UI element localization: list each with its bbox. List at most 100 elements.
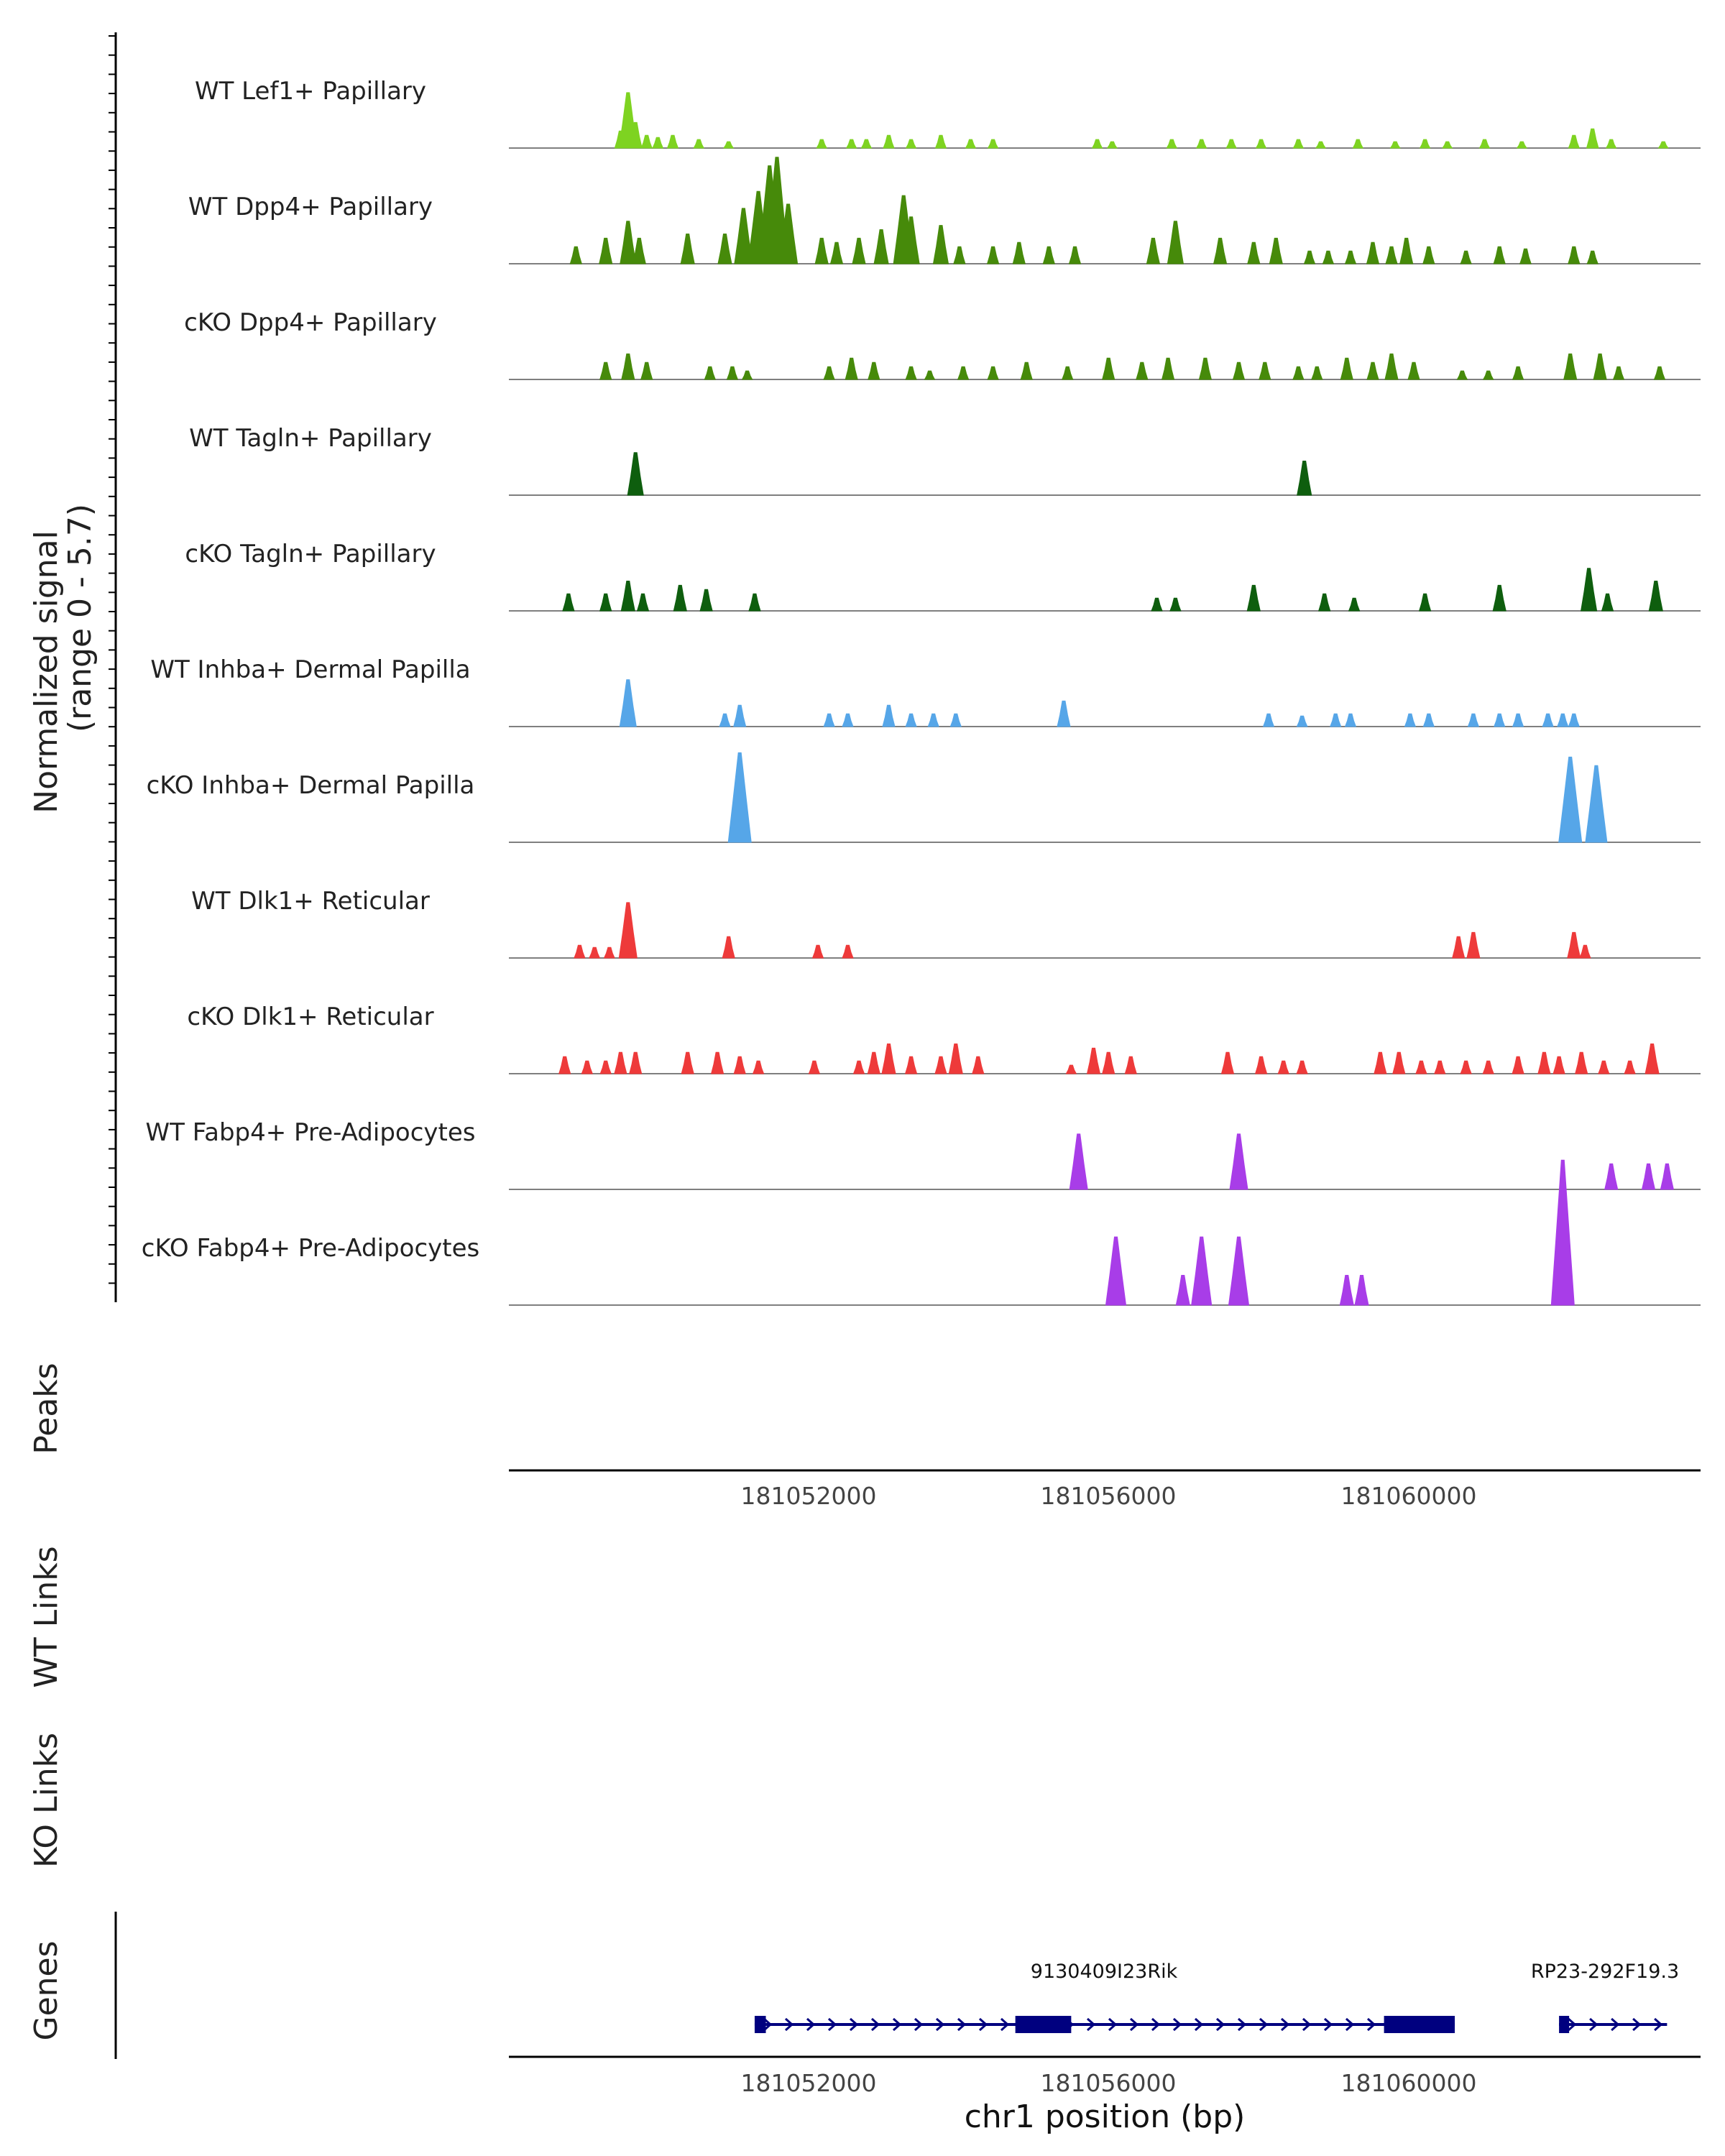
gene-track [754, 2016, 1668, 2033]
signal-peak [842, 713, 854, 727]
signal-peak [1277, 1060, 1289, 1074]
signal-peak [1151, 597, 1163, 612]
strand-arrow [1611, 2017, 1620, 2032]
signal-peak [1102, 1051, 1116, 1074]
signal-peak [1340, 357, 1353, 380]
signal-peak [816, 139, 828, 149]
signal-peak [627, 452, 644, 496]
signal-peak [1519, 248, 1532, 264]
signal-peak [1247, 241, 1261, 264]
signal-peak [1255, 139, 1267, 149]
signal-peak [1042, 246, 1055, 264]
signal-peak [1329, 713, 1342, 727]
strand-arrow [806, 2017, 816, 2032]
signal-peak [867, 1051, 880, 1074]
signal-peak [1106, 141, 1118, 149]
signal-peak [1657, 141, 1669, 149]
signal-peak [965, 139, 977, 149]
signal-peak [727, 752, 752, 843]
signal-peak [932, 225, 949, 264]
strand-arrow [827, 2017, 837, 2032]
signal-peak [1605, 139, 1617, 149]
genes-panel-label: Genes [28, 1940, 65, 2040]
signal-peak [693, 139, 705, 149]
gene-label: 9130409I23Rik [1031, 1961, 1178, 1983]
signal-peak [733, 1056, 746, 1074]
signal-peak [1354, 1275, 1369, 1306]
strand-arrow [892, 2017, 902, 2032]
signal-peak [717, 234, 732, 264]
signal-peak [842, 944, 854, 959]
signal-peak [1641, 1163, 1656, 1190]
track-label: WT Lef1+ Papillary [195, 77, 426, 106]
signal-peak [581, 1060, 594, 1074]
signal-peak [1550, 1159, 1575, 1306]
strand-arrow [1589, 2017, 1598, 2032]
track-label: WT Dpp4+ Papillary [188, 193, 433, 221]
signal-peak [1493, 246, 1506, 264]
signal-peak [845, 357, 858, 380]
signal-peak [1418, 593, 1432, 612]
track-label: WT Tagln+ Papillary [189, 424, 432, 453]
signal-peak [1512, 366, 1524, 380]
signal-peak [726, 366, 739, 380]
signal-peak [1422, 713, 1435, 727]
signal-peak [1612, 366, 1625, 380]
signal-peak [927, 713, 939, 727]
signal-peak [719, 713, 731, 727]
y-axis-title: Normalized signal [28, 530, 65, 814]
signal-peak [1318, 593, 1331, 612]
signal-peak [599, 593, 612, 612]
strand-arrow [914, 2017, 924, 2032]
signal-peak [620, 581, 635, 612]
signal-peak [778, 203, 799, 264]
signal-peak [1466, 931, 1481, 959]
signal-peak [814, 237, 829, 264]
signal-peak [1563, 353, 1578, 380]
peaks-panel-label: Peaks [28, 1363, 65, 1454]
gene-exon [754, 2016, 766, 2033]
signal-peak [1195, 139, 1208, 149]
strand-arrow [870, 2017, 880, 2032]
signal-peak [558, 1056, 571, 1074]
signal-peak [733, 704, 747, 727]
track-label: cKO Tagln+ Papillary [185, 540, 436, 568]
signal-peak [1225, 139, 1238, 149]
signal-peak [1452, 936, 1466, 959]
top-x-axis: 181052000 181056000 181060000 [509, 1469, 1701, 1510]
strand-arrow [763, 2017, 773, 2032]
signal-peak [1385, 246, 1398, 264]
signal-peak [1493, 713, 1506, 727]
signal-peak [1586, 128, 1599, 149]
signal-peak [953, 246, 966, 264]
signal-peak [811, 944, 824, 959]
signal-y-axis [109, 32, 117, 1302]
track-label: WT Fabp4+ Pre-Adipocytes [146, 1118, 476, 1147]
signal-peak [632, 237, 646, 264]
signal-peak [986, 246, 1000, 264]
signal-peak [1292, 139, 1305, 149]
signal-peak [882, 704, 896, 727]
signal-peak [1246, 584, 1261, 612]
signal-peak [1415, 1060, 1427, 1074]
signal-peak [1374, 1051, 1387, 1074]
strand-arrow [978, 2017, 988, 2032]
signal-peak [987, 366, 999, 380]
signal-peak [1124, 1056, 1137, 1074]
signal-peak [1105, 1236, 1127, 1306]
signal-peak [1568, 134, 1581, 149]
signal-peak [1392, 1051, 1406, 1074]
signal-peak [1460, 250, 1472, 264]
signal-peak [748, 593, 761, 612]
signal-peak [1175, 1275, 1190, 1306]
signal-peak [873, 229, 889, 264]
signal-peak [934, 1056, 947, 1074]
signal-peak [957, 366, 970, 380]
signal-peak [823, 713, 835, 727]
signal-peak [1254, 1056, 1268, 1074]
signal-peak [680, 234, 695, 264]
signal-peak [1404, 713, 1417, 727]
signal-peak [1061, 366, 1074, 380]
signal-peak [599, 237, 613, 264]
